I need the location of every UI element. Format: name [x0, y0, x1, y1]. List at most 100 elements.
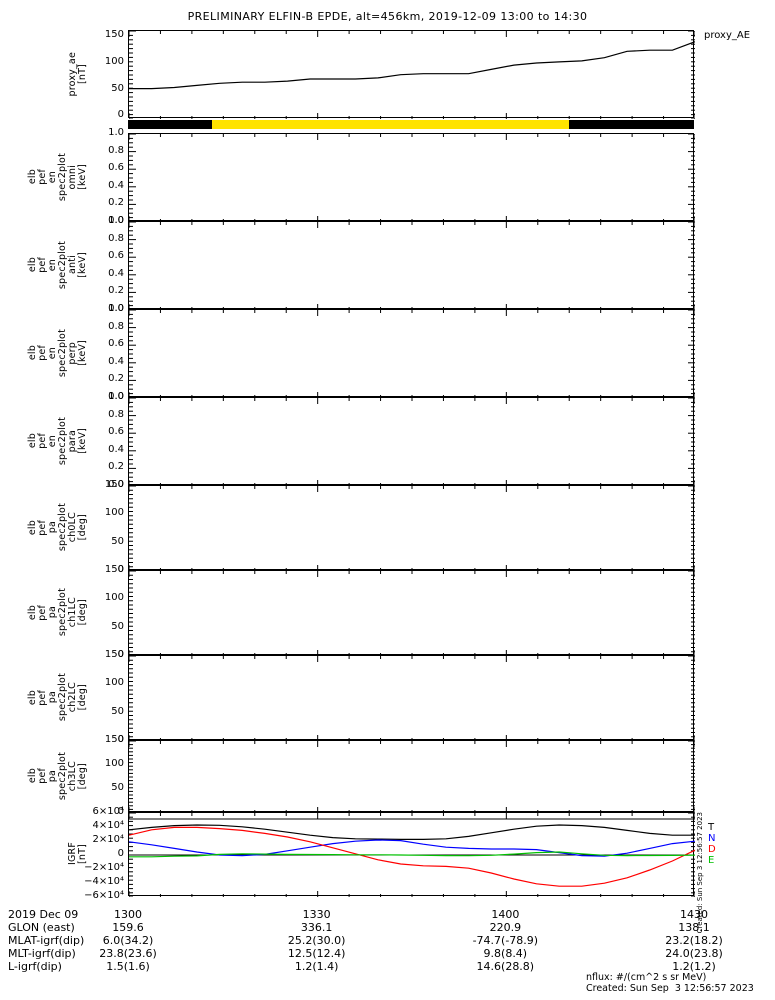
y-axis-pa-ch1lc: 150 100 50 0: [90, 565, 124, 660]
y-tick-label: 1.0: [108, 391, 124, 402]
footer-notes: nflux: #/(cm^2 s sr MeV) Created: Sun Sep…: [586, 972, 754, 994]
created-timestamp: Created: Sun Sep 3 12:56:57 2023: [586, 983, 754, 994]
y-tick-label: 150: [104, 29, 124, 41]
y-tick-label: 50: [111, 705, 124, 717]
y-tick-label: 0.0: [108, 479, 124, 490]
panel-en-omni: [128, 133, 695, 222]
y-axis-title-pa-ch3lc: elb pef pa spec2plot ch3LC [deg]: [22, 740, 88, 812]
series-proxy_AE: [129, 41, 695, 90]
panel-ticks-en-para: [129, 398, 695, 486]
panel-pa-ch0lc: [128, 485, 695, 571]
ephemeris-row-label: MLAT-igrf(dip): [8, 934, 85, 947]
y-axis-title-line: [deg]: [77, 684, 88, 711]
y-tick-label: 0.2: [108, 373, 124, 385]
panel-en-para: [128, 397, 695, 486]
y-tick-label: 100: [104, 56, 124, 67]
y-tick-label: 50: [111, 535, 124, 547]
y-axis-pa-ch0lc: 150 100 50 0: [90, 480, 124, 575]
ephemeris-row: GLON (east) 159.6 336.1 220.9 138.1: [8, 921, 768, 934]
panel-igrf: [128, 812, 695, 897]
ephemeris-value: 24.0(23.8): [665, 947, 723, 960]
y-axis-title-line: [keV]: [77, 428, 88, 454]
ephemeris-table: 2019 Dec 09 1300 1330 1400 1430 GLON (east) 15…: [8, 908, 768, 973]
panel-ticks-en-anti: [129, 222, 695, 310]
page-title: PRELIMINARY ELFIN-B EPDE, alt=456km, 201…: [187, 10, 588, 23]
y-axis-title-proxy-ae: proxy_ae [nT]: [22, 30, 88, 118]
legend-item-E: E: [708, 855, 715, 866]
ephemeris-row: MLAT-igrf(dip) 6.0(34.2) 25.2(30.0) -74.7(-…: [8, 934, 768, 947]
panel-ticks-pa-ch2lc: [129, 656, 695, 741]
y-tick-label: 0.8: [108, 232, 124, 244]
y-tick-label: 4×10⁴: [92, 820, 124, 831]
y-tick-label: 1.0: [108, 127, 124, 138]
y-tick-label: 150: [104, 564, 124, 575]
y-tick-label: 50: [111, 782, 124, 793]
ephemeris-row: L-igrf(dip) 1.5(1.6) 1.2(1.4) 14.6(28.8) 1.2…: [8, 960, 768, 973]
y-axis-title-en-omni: elb pef en spec2plot omni [keV]: [22, 133, 88, 221]
y-tick-label: 50: [111, 620, 124, 632]
y-axis-title-en-anti: elb pef en spec2plot anti [keV]: [22, 221, 88, 309]
ephemeris-value: 220.9: [489, 921, 522, 934]
ephemeris-row-label: L-igrf(dip): [8, 960, 62, 973]
ephemeris-row: MLT-igrf(dip) 23.8(23.6) 12.5(12.4) 9.8(8.4…: [8, 947, 768, 960]
y-axis-pa-ch2lc: 150 100 50 0: [90, 650, 124, 745]
y-tick-label: 0: [117, 734, 124, 745]
ephemeris-value: 138.1: [678, 921, 710, 934]
y-axis-title-line: [keV]: [77, 164, 88, 190]
panel-pa-ch2lc: [128, 655, 695, 741]
y-axis-en-perp: 1.0 0.8 0.6 0.4 0.2 0.0: [90, 304, 124, 402]
ephemeris-value: 23.8(23.6): [99, 947, 157, 960]
ephemeris-value: 9.8(8.4): [483, 947, 528, 960]
zone-segment: [211, 120, 570, 129]
y-tick-label: 0.6: [108, 338, 124, 350]
y-tick-label: 0.8: [108, 320, 124, 332]
y-tick-label: 2×10⁴: [92, 834, 124, 845]
ephemeris-row-label: 2019 Dec 09: [8, 908, 79, 921]
legend-item-N: N: [708, 833, 716, 844]
y-tick-label: 0.2: [108, 461, 124, 473]
zone-segment: [128, 120, 212, 129]
y-tick-label: 0: [117, 649, 124, 660]
y-tick-label: 0.8: [108, 408, 124, 420]
proxy-ae-right-label: proxy_AE: [704, 30, 751, 41]
y-axis-title-line: [keV]: [77, 252, 88, 278]
nflux-units: nflux: #/(cm^2 s sr MeV): [586, 972, 707, 983]
y-axis-en-para: 1.0 0.8 0.6 0.4 0.2 0.0: [90, 392, 124, 490]
y-axis-title-line: [deg]: [77, 762, 88, 790]
ephemeris-value: -74.7(-78.9): [472, 934, 539, 947]
x-tick-label: 1430: [680, 908, 708, 921]
y-tick-label: 0: [117, 109, 124, 121]
panel-proxy-ae: [128, 30, 695, 119]
panel-en-perp: [128, 309, 695, 398]
ephemeris-value: 6.0(34.2): [102, 934, 154, 947]
y-axis-title-line: [deg]: [77, 514, 88, 541]
y-tick-label: 0: [117, 564, 124, 575]
y-axis-igrf: 6×10⁴ 4×10⁴ 2×10⁴ 0 −2×10⁴ −4×10⁴ −6×10⁴: [84, 807, 124, 901]
y-tick-label: 0.0: [108, 391, 124, 402]
y-axis-title-pa-ch1lc: elb pef pa spec2plot ch1LC [deg]: [22, 570, 88, 655]
x-tick-label: 1300: [114, 908, 142, 921]
y-tick-label: 0.0: [108, 215, 124, 226]
y-tick-label: 50: [111, 82, 124, 94]
y-tick-label: 100: [104, 592, 124, 604]
y-tick-label: 0: [117, 848, 124, 859]
y-axis-en-anti: 1.0 0.8 0.6 0.4 0.2 0.0: [90, 216, 124, 314]
y-tick-label: −2×10⁴: [84, 862, 124, 873]
series-N: [129, 839, 695, 857]
y-tick-label: −4×10⁴: [84, 876, 124, 887]
legend-item-D: D: [708, 844, 716, 855]
ephemeris-value: 25.2(30.0): [287, 934, 346, 947]
ephemeris-value: 336.1: [300, 921, 333, 934]
x-tick-label: 1400: [491, 908, 520, 921]
ephemeris-value: 159.6: [112, 921, 144, 934]
y-tick-label: 150: [104, 479, 124, 490]
y-tick-label: 0.8: [108, 144, 124, 156]
y-axis-proxy-ae: 150 100 50 0: [90, 29, 124, 121]
y-tick-label: 0.0: [108, 303, 124, 314]
ephemeris-row-label: GLON (east): [8, 921, 75, 934]
y-tick-label: 0.4: [108, 355, 124, 367]
series-T: [129, 824, 695, 840]
ephemeris-value: 12.5(12.4): [287, 947, 346, 960]
y-axis-title-en-para: elb pef en spec2plot para [keV]: [22, 397, 88, 485]
